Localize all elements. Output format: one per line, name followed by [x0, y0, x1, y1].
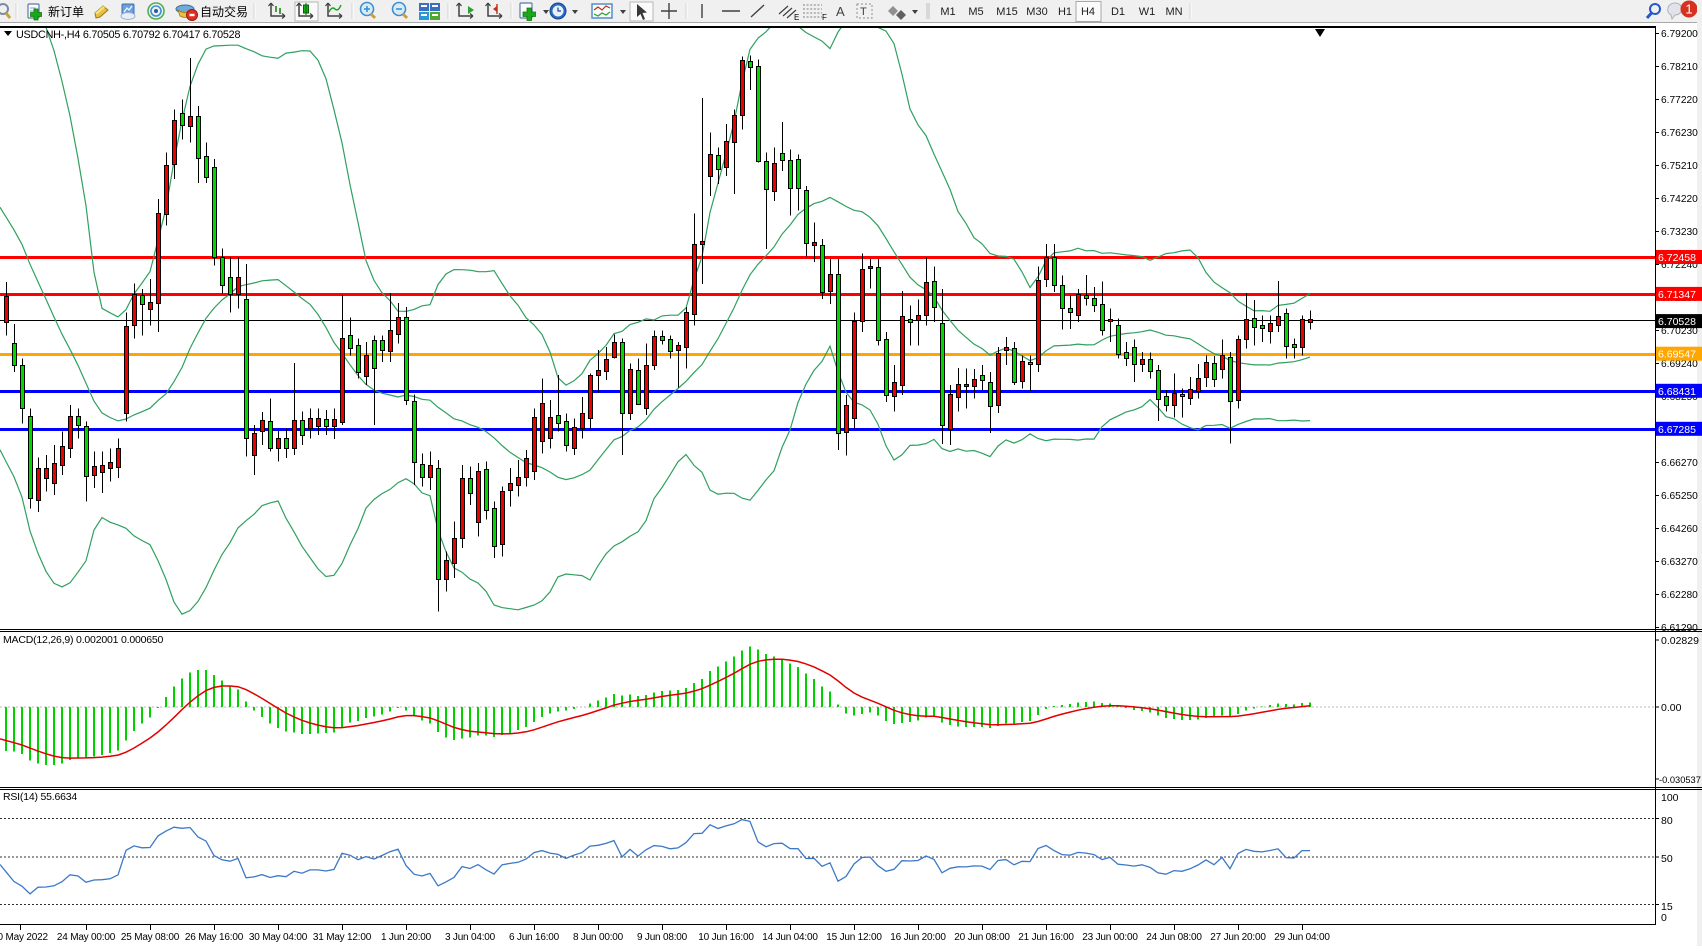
svg-text:100: 100	[1661, 792, 1679, 804]
svg-text:16 Jun 20:00: 16 Jun 20:00	[890, 932, 946, 943]
svg-text:20 May 2022: 20 May 2022	[0, 932, 48, 943]
svg-text:6.70230: 6.70230	[1661, 326, 1698, 337]
svg-text:31 May 12:00: 31 May 12:00	[313, 932, 372, 943]
svg-text:H1: H1	[1058, 6, 1072, 18]
svg-text:0.02829: 0.02829	[1661, 635, 1699, 647]
svg-text:21 Jun 16:00: 21 Jun 16:00	[1018, 932, 1074, 943]
svg-text:50: 50	[1661, 853, 1673, 865]
svg-text:M1: M1	[940, 6, 955, 18]
svg-text:6.75210: 6.75210	[1661, 161, 1698, 172]
svg-text:6.69547: 6.69547	[1658, 349, 1696, 361]
svg-text:6.76230: 6.76230	[1661, 128, 1698, 139]
svg-text:15 Jun 12:00: 15 Jun 12:00	[826, 932, 882, 943]
svg-text:6.66270: 6.66270	[1661, 458, 1698, 469]
svg-text:6.63270: 6.63270	[1661, 557, 1698, 568]
svg-text:6.71347: 6.71347	[1658, 289, 1696, 301]
svg-text:6.61290: 6.61290	[1661, 623, 1698, 634]
svg-text:6.77220: 6.77220	[1661, 95, 1698, 106]
svg-text:E: E	[794, 13, 799, 22]
svg-text:0: 0	[1661, 912, 1667, 924]
svg-text:9 Jun 08:00: 9 Jun 08:00	[637, 932, 688, 943]
svg-text:6.62280: 6.62280	[1661, 590, 1698, 601]
svg-text:F: F	[822, 13, 827, 22]
svg-text:M5: M5	[968, 6, 983, 18]
svg-text:23 Jun 00:00: 23 Jun 00:00	[1082, 932, 1138, 943]
svg-text:MN: MN	[1165, 6, 1182, 18]
svg-text:RSI(14) 55.6634: RSI(14) 55.6634	[3, 791, 77, 803]
svg-text:6.79200: 6.79200	[1661, 29, 1698, 40]
svg-text:29 Jun 04:00: 29 Jun 04:00	[1274, 932, 1330, 943]
svg-text:6.65250: 6.65250	[1661, 491, 1698, 502]
svg-text:3 Jun 04:00: 3 Jun 04:00	[445, 932, 496, 943]
svg-text:6.70528: 6.70528	[1658, 316, 1696, 328]
svg-text:W1: W1	[1139, 6, 1156, 18]
svg-text:6 Jun 16:00: 6 Jun 16:00	[509, 932, 560, 943]
svg-text:27 Jun 20:00: 27 Jun 20:00	[1210, 932, 1266, 943]
svg-text:6.69240: 6.69240	[1661, 359, 1698, 370]
svg-text:-0.030537: -0.030537	[1659, 775, 1701, 785]
svg-text:6.67285: 6.67285	[1658, 424, 1696, 436]
svg-text:80: 80	[1661, 815, 1673, 827]
svg-text:15: 15	[1661, 901, 1673, 913]
svg-text:6.74220: 6.74220	[1661, 194, 1698, 205]
svg-text:6.64260: 6.64260	[1661, 524, 1698, 535]
svg-text:新订单: 新订单	[48, 4, 84, 19]
svg-text:USDCNH-,H4 6.70505 6.70792 6.: USDCNH-,H4 6.70505 6.70792 6.70417 6.705…	[16, 29, 240, 41]
svg-text:MACD(12,26,9) 0.002001 0.00065: MACD(12,26,9) 0.002001 0.000650	[3, 634, 164, 646]
svg-text:1 Jun 20:00: 1 Jun 20:00	[381, 932, 432, 943]
svg-text:24 May 00:00: 24 May 00:00	[57, 932, 116, 943]
svg-text:1: 1	[1685, 2, 1692, 17]
svg-text:6.72458: 6.72458	[1658, 252, 1696, 264]
svg-text:6.68431: 6.68431	[1658, 386, 1696, 398]
svg-text:6.73230: 6.73230	[1661, 227, 1698, 238]
svg-text:14 Jun 04:00: 14 Jun 04:00	[762, 932, 818, 943]
svg-text:24 Jun 08:00: 24 Jun 08:00	[1146, 932, 1202, 943]
svg-text:0.00: 0.00	[1661, 702, 1682, 714]
svg-text:26 May 16:00: 26 May 16:00	[185, 932, 244, 943]
svg-text:10 Jun 16:00: 10 Jun 16:00	[698, 932, 754, 943]
svg-text:T: T	[860, 6, 867, 18]
svg-text:H4: H4	[1081, 6, 1095, 18]
svg-text:A: A	[836, 4, 845, 19]
svg-text:M30: M30	[1026, 6, 1047, 18]
svg-text:D1: D1	[1111, 6, 1125, 18]
svg-text:6.72240: 6.72240	[1661, 260, 1698, 271]
svg-text:30 May 04:00: 30 May 04:00	[249, 932, 308, 943]
svg-text:自动交易: 自动交易	[200, 4, 248, 19]
svg-text:20 Jun 08:00: 20 Jun 08:00	[954, 932, 1010, 943]
svg-text:25 May 08:00: 25 May 08:00	[121, 932, 180, 943]
svg-text:M15: M15	[996, 6, 1017, 18]
svg-text:8 Jun 00:00: 8 Jun 00:00	[573, 932, 624, 943]
svg-text:6.78210: 6.78210	[1661, 62, 1698, 73]
